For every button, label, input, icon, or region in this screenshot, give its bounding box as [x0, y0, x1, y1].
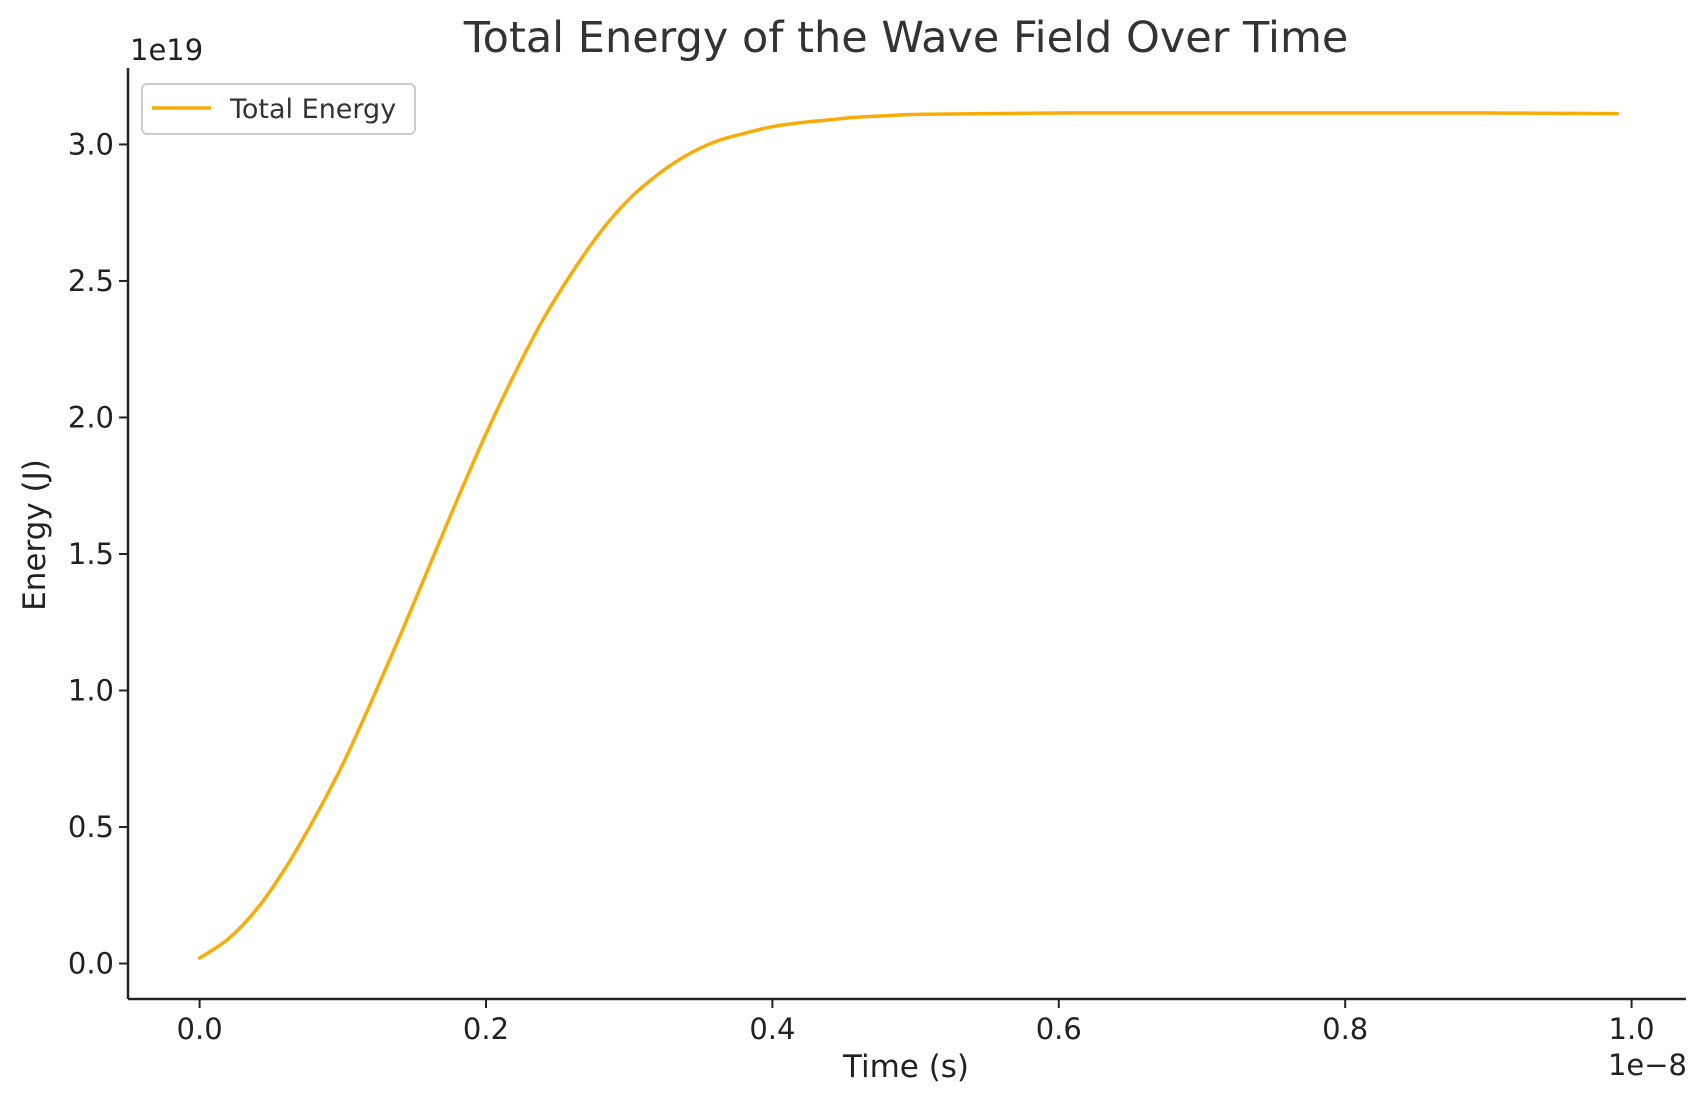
y-tick-label: 2.0: [68, 400, 114, 434]
x-axis-offset-label: 1e−8: [1608, 1048, 1687, 1082]
x-tick-label: 1.0: [1609, 1012, 1655, 1046]
x-axis-ticks: 0.0 0.2 0.4 0.6 0.8 1.0: [177, 999, 1655, 1046]
x-tick-label: 0.2: [463, 1012, 509, 1046]
y-tick-label: 2.5: [68, 264, 114, 298]
legend: Total Energy: [141, 83, 416, 135]
y-tick-label: 3.0: [68, 127, 114, 161]
y-tick-label: 1.0: [68, 673, 114, 707]
y-axis-label: Energy (J): [17, 459, 53, 611]
legend-frame: [141, 83, 416, 135]
y-axis-ticks: 0.0 0.5 1.0 1.5 2.0 2.5 3.0: [68, 127, 128, 981]
series-line-total-energy: [197, 111, 1620, 960]
axes: [126, 68, 1686, 1001]
x-tick-label: 0.6: [1036, 1012, 1082, 1046]
legend-label-total-energy: Total Energy: [229, 94, 396, 125]
y-tick-label: 1.5: [68, 537, 114, 571]
series-layer: [197, 111, 1620, 960]
x-tick-label: 0.0: [177, 1012, 223, 1046]
y-axis-offset-label: 1e19: [130, 33, 203, 67]
x-axis-label: Time (s): [842, 1049, 969, 1085]
chart-title: Total Energy of the Wave Field Over Time: [463, 13, 1349, 63]
y-tick-label: 0.0: [68, 947, 114, 981]
y-tick-label: 0.5: [68, 810, 114, 844]
x-tick-label: 0.4: [749, 1012, 795, 1046]
x-tick-label: 0.8: [1322, 1012, 1368, 1046]
